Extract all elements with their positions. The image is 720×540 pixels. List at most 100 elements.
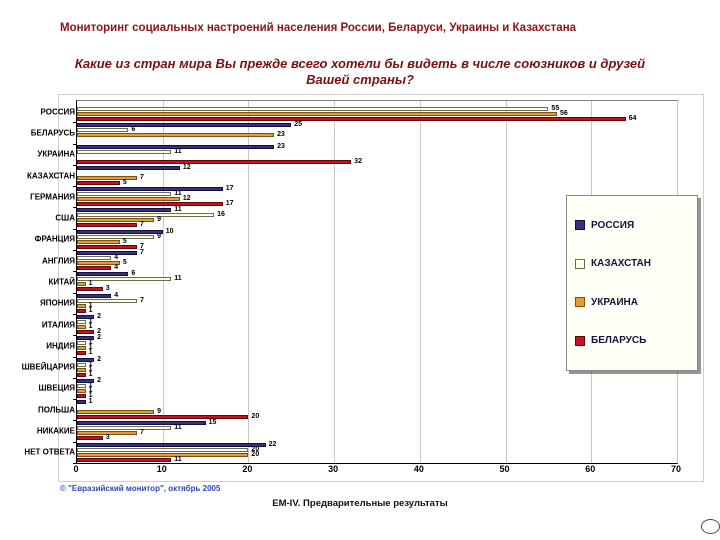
bar-казахстан	[77, 128, 129, 133]
x-axis-tick-label: 60	[585, 464, 596, 474]
bar-value-label: 7	[140, 173, 144, 181]
bar-value-label: 6	[131, 270, 136, 278]
bar-value-label: 9	[157, 408, 162, 416]
y-axis-tick	[73, 356, 77, 358]
bar-россия	[77, 357, 95, 362]
bar-беларусь	[77, 287, 103, 292]
bar-slot: 2	[77, 313, 677, 320]
bar-slot: 2	[77, 377, 677, 384]
legend-item: КАЗАХСТАН	[575, 258, 689, 269]
legend-label: УКРАИНА	[591, 296, 638, 308]
bar-беларусь	[77, 393, 86, 398]
bar-slot: 2	[77, 327, 677, 335]
legend-item: БЕЛАРУСЬ	[575, 335, 689, 346]
bar-slot: 4	[77, 264, 677, 271]
bar-slot: 1	[77, 307, 677, 314]
bar-slot: 3	[77, 434, 677, 441]
bar-slot: 7	[77, 242, 677, 250]
bar-казахстан	[77, 447, 249, 452]
bar-беларусь	[77, 266, 112, 271]
y-axis-tick	[73, 186, 77, 188]
x-axis-tick-label: 20	[242, 464, 253, 474]
y-axis-tick	[73, 441, 77, 443]
bar-value-label: 2	[97, 327, 102, 335]
slide-caption: ЕМ-IV. Предварительные результаты	[272, 498, 448, 509]
bar-украина	[77, 133, 275, 138]
bar-беларусь	[77, 223, 137, 228]
bar-slot: 11	[77, 206, 677, 213]
category-row: УКРАИНА 23 11 32	[37, 143, 677, 166]
bar-value-label: 1	[88, 381, 93, 389]
bar-slot: 1	[77, 318, 677, 325]
bar-slot: 23	[77, 143, 677, 150]
y-axis-tick	[73, 292, 77, 294]
bar-value-label: 5	[122, 178, 127, 186]
bar-value-label: 7	[140, 429, 144, 437]
y-axis-tick	[73, 122, 77, 124]
bar-slot: 4	[77, 254, 677, 261]
slide-number-badge	[701, 519, 720, 534]
category-row: НИКАКИЕ 15 11 7 3	[37, 419, 677, 443]
bar-россия	[77, 442, 266, 447]
bar-казахстан	[77, 149, 172, 154]
category-row: ПОЛЬША 1 9 20	[38, 398, 677, 422]
category-label: ШВЕЦИЯ	[38, 383, 76, 393]
bar-slot: 17	[77, 185, 677, 192]
bar-slot: 20	[77, 413, 677, 420]
bar-slot: 1	[77, 366, 677, 373]
y-axis-tick	[73, 335, 77, 337]
bar-беларусь	[77, 308, 86, 313]
bar-slot: 1	[77, 398, 677, 405]
bar-slot: 11	[77, 424, 677, 431]
bar-slot: 1	[77, 392, 677, 399]
bar-value-label: 4	[114, 291, 119, 299]
category-label: КИТАЙ	[48, 277, 75, 287]
bar-slot: 7	[77, 249, 677, 257]
category-row: ШВЕЦИЯ 2 1 1 1	[39, 377, 677, 401]
bar-value-label: 55	[551, 105, 560, 112]
gridline	[162, 101, 164, 463]
bar-беларусь	[77, 415, 249, 420]
category-label: КАЗАХСТАН	[27, 171, 75, 181]
bar-value-label: 1	[88, 386, 93, 394]
bar-украина	[77, 282, 86, 287]
x-axis-tick-label: 0	[73, 464, 79, 474]
bar-chart: РОССИЯ 55 56 64 БЕЛАРУСЬ 25 6 23 УКРАИНА 23 11 32 КА…	[22, 94, 704, 482]
bar-slot: 1	[77, 361, 677, 368]
bar-казахстан	[77, 256, 112, 261]
bar-россия	[77, 421, 206, 426]
bar-беларусь	[77, 351, 86, 356]
category-row: ИНДИЯ 2 1 1 1	[46, 334, 677, 358]
y-axis-tick	[73, 271, 77, 273]
legend-swatch-icon	[575, 220, 585, 231]
bar-slot: 23	[77, 131, 677, 138]
category-label: США	[55, 213, 75, 223]
bar-казахстан	[77, 107, 549, 111]
x-axis-tick-label: 30	[328, 464, 339, 474]
y-axis-tick	[73, 462, 77, 464]
bar-value-label: 11	[174, 147, 182, 155]
bar-value-label: 15	[208, 419, 217, 427]
bar-украина	[77, 410, 155, 415]
bar-slot: 1	[77, 323, 677, 330]
y-axis-tick	[73, 399, 77, 401]
bar-slot: 10	[77, 228, 677, 235]
bar-value-label: 7	[140, 249, 144, 257]
category-label: УКРАИНА	[37, 149, 75, 159]
bar-value-label: 7	[140, 242, 144, 250]
bar-slot: 5	[77, 259, 677, 266]
bar-value-label: 32	[354, 157, 363, 165]
bar-value-label: 12	[182, 163, 191, 171]
bar-slot: 11	[77, 275, 677, 282]
category-row: ГЕРМАНИЯ 17 11 12 17	[30, 185, 677, 209]
bar-slot: 9	[77, 216, 677, 223]
x-axis-tick-label: 40	[413, 464, 424, 474]
category-label: ЯПОНИЯ	[40, 298, 75, 308]
bar-украина	[77, 175, 137, 180]
category-label: ФРАНЦИЯ	[34, 234, 75, 244]
bar-россия	[77, 208, 172, 213]
category-label: ГЕРМАНИЯ	[30, 192, 75, 202]
bar-беларусь	[77, 329, 95, 334]
bar-беларусь	[77, 436, 103, 441]
